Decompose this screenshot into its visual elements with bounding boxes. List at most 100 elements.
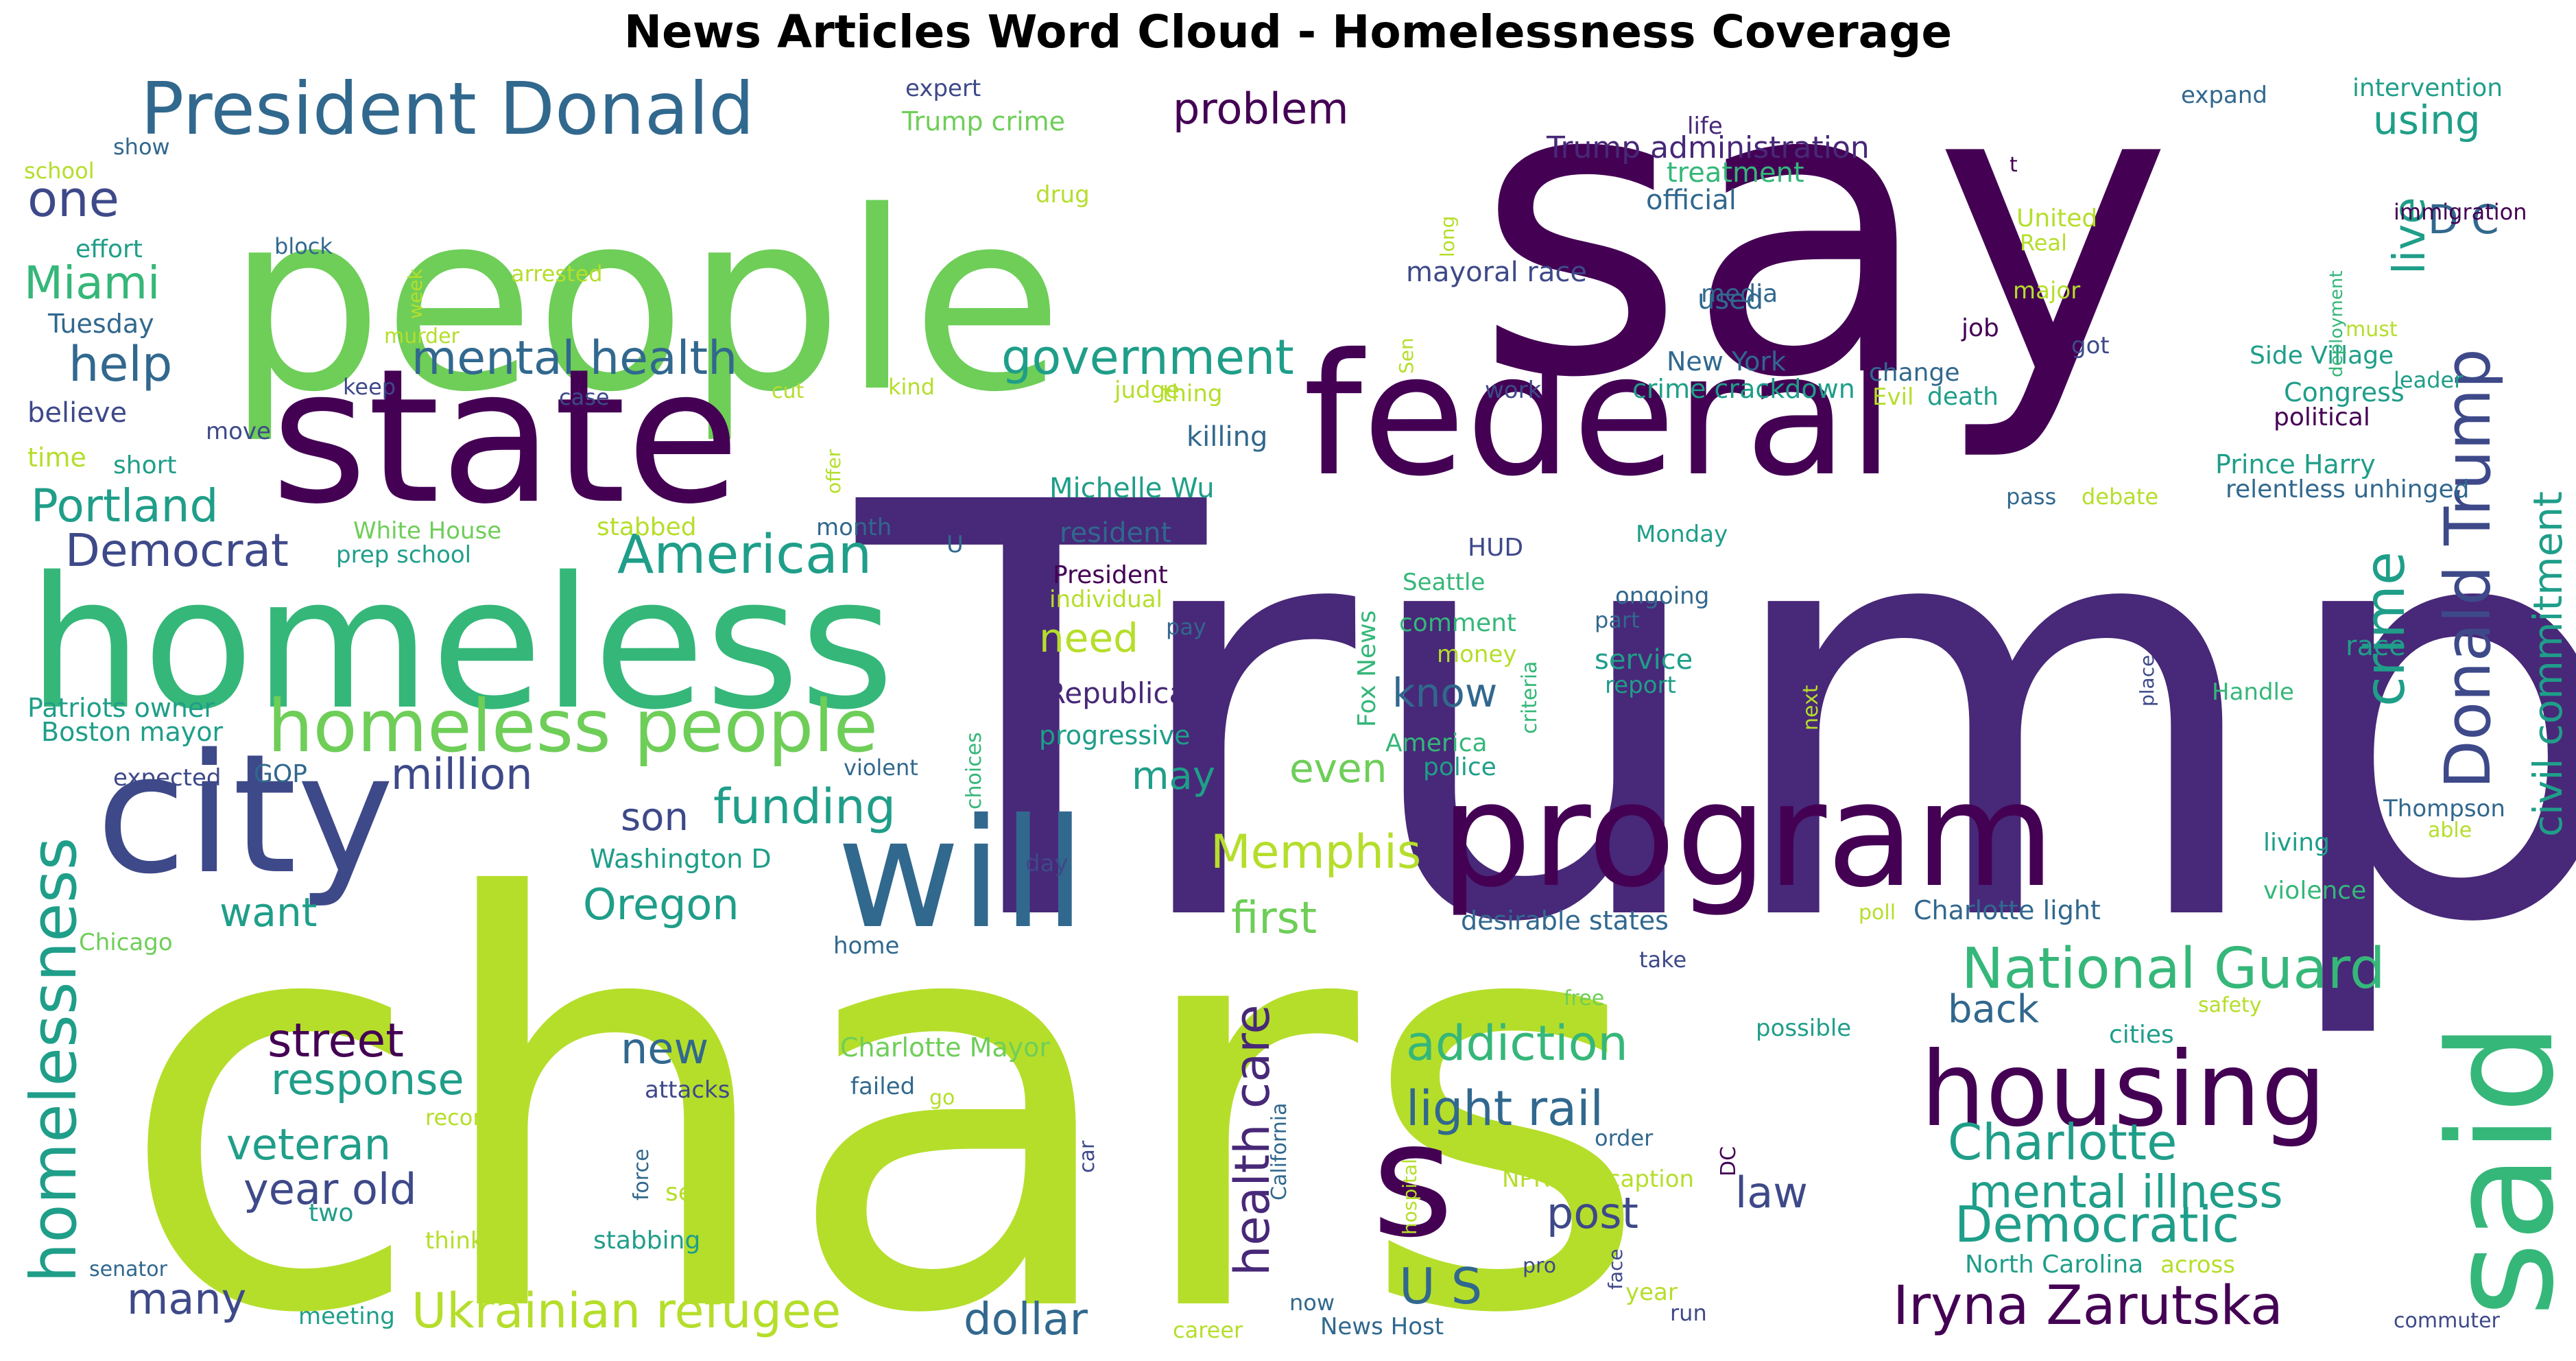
cloud-word: poll: [1859, 901, 1896, 925]
cloud-word: go: [929, 1086, 955, 1110]
cloud-word: problem: [1173, 84, 1349, 134]
cloud-word: month: [816, 514, 892, 541]
cloud-word: say: [1475, 0, 2173, 466]
cloud-word: Washington D: [590, 844, 772, 874]
cloud-word: case: [559, 384, 610, 410]
cloud-word: treatment: [1667, 157, 1804, 189]
cloud-word: cities: [2109, 1021, 2174, 1049]
cloud-word: light rail: [1406, 1080, 1603, 1137]
cloud-word: Ukrainian refugee: [412, 1283, 841, 1339]
cloud-word: program: [1440, 751, 2055, 919]
cloud-word: pass: [2006, 484, 2056, 510]
page-title: News Articles Word Cloud - Homelessness …: [623, 5, 1953, 58]
cloud-word: Monday: [1636, 521, 1728, 548]
cloud-word: HUD: [1468, 534, 1523, 562]
cloud-word: street: [267, 1014, 404, 1068]
cloud-word: resident: [1060, 517, 1171, 549]
cloud-word: record: [425, 1104, 495, 1131]
cloud-word: California: [1267, 1103, 1291, 1200]
cloud-word: arrested: [511, 261, 603, 287]
cloud-word: back: [1948, 987, 2040, 1032]
cloud-word: NPRhide caption: [1502, 1165, 1694, 1193]
cloud-word: week: [404, 268, 427, 319]
cloud-word: mental health: [412, 331, 737, 386]
cloud-word: Congress: [2284, 377, 2405, 407]
cloud-word: block: [274, 233, 333, 259]
cloud-word: United: [2016, 204, 2097, 233]
cloud-word: stabbed: [597, 513, 697, 541]
cloud-word: ongoing: [1615, 582, 1709, 610]
cloud-word: using: [2373, 97, 2481, 143]
cloud-word: said: [2418, 1022, 2576, 1317]
cloud-word: run: [1670, 1300, 1707, 1326]
cloud-word: attacks: [645, 1076, 730, 1104]
cloud-word: may: [1132, 754, 1215, 798]
cloud-word: media: [1701, 280, 1778, 308]
cloud-word: effort: [75, 235, 143, 263]
cloud-word: place: [2136, 655, 2158, 707]
cloud-word: take: [1639, 947, 1686, 973]
cloud-word: know: [1392, 670, 1497, 716]
cloud-word: America: [1385, 729, 1488, 757]
cloud-word: thing: [1162, 380, 1222, 407]
cloud-word: U S: [1399, 1257, 1482, 1315]
cloud-word: got: [2071, 332, 2110, 359]
cloud-word: relentless unhinged: [2226, 475, 2469, 504]
cloud-word: homeless people: [267, 685, 878, 768]
cloud-word: News Host: [1320, 1313, 1444, 1340]
cloud-word: comment: [1399, 609, 1516, 637]
cloud-word: violent: [844, 755, 918, 781]
cloud-word: Iryna Zarutska: [1893, 1275, 2283, 1337]
cloud-word: stabbing: [593, 1227, 700, 1255]
cloud-word: Miami: [24, 257, 160, 309]
cloud-word: death: [1927, 383, 1999, 411]
cloud-word: report: [1605, 672, 1676, 699]
cloud-word: New York: [1667, 346, 1786, 377]
cloud-word: help: [69, 336, 172, 392]
cloud-word: many: [127, 1274, 246, 1324]
cloud-word: home: [833, 932, 899, 960]
cloud-word: fund: [493, 1144, 516, 1187]
cloud-word: law: [1735, 1168, 1808, 1218]
cloud-word: now: [1289, 1290, 1335, 1316]
cloud-word: Democrat: [65, 524, 289, 577]
cloud-word: criteria: [1518, 661, 1542, 734]
cloud-word: s: [1372, 1089, 1454, 1273]
cloud-word: state: [271, 329, 740, 545]
cloud-word: Tuesday: [47, 309, 154, 339]
cloud-word: cut: [772, 379, 804, 403]
cloud-word: possible: [1756, 1015, 1851, 1042]
cloud-word: veteran: [226, 1120, 391, 1170]
cloud-word: response: [271, 1054, 464, 1104]
cloud-word: free: [1564, 986, 1604, 1010]
cloud-word: leader: [2394, 367, 2464, 393]
cloud-word: offer: [822, 449, 845, 494]
cloud-word: prep school: [336, 541, 471, 569]
cloud-word: President Donald: [141, 67, 754, 151]
cloud-word: Trump administration: [1546, 130, 1870, 165]
cloud-word: short: [113, 451, 177, 480]
cloud-word: homelessness: [17, 837, 91, 1283]
cloud-word: believe: [27, 397, 127, 429]
cloud-word: son: [621, 795, 689, 840]
cloud-word: police: [1423, 753, 1496, 781]
cloud-word: next: [1799, 685, 1823, 731]
cloud-word: expand: [2181, 82, 2267, 109]
cloud-word: city: [96, 718, 394, 910]
cloud-word: senator: [89, 1257, 168, 1281]
cloud-word: dollar: [964, 1294, 1088, 1345]
cloud-word: Evil: [1872, 383, 1914, 411]
cloud-word: official: [1646, 185, 1737, 216]
cloud-word: crime: [2353, 552, 2417, 707]
cloud-word: deployment: [2326, 270, 2347, 377]
cloud-word: career: [1173, 1317, 1243, 1343]
cloud-word: D C: [2428, 196, 2499, 243]
cloud-word: car: [1075, 1140, 1099, 1173]
cloud-word: work: [1485, 377, 1542, 404]
cloud-word: Handle: [2212, 678, 2294, 706]
cloud-word: White House: [353, 517, 501, 545]
cloud-word: expert: [905, 75, 981, 102]
cloud-word: safety: [2198, 993, 2262, 1017]
cloud-word: commuter: [2394, 1309, 2501, 1333]
cloud-word: North Carolina: [1965, 1251, 2143, 1279]
